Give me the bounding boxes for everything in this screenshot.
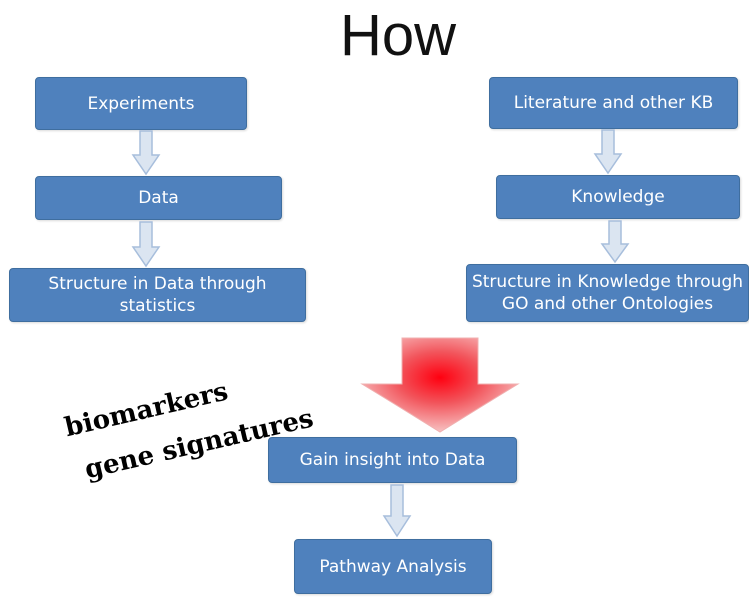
knowledge-label: Knowledge bbox=[571, 187, 665, 207]
knowledge-box: Knowledge bbox=[496, 175, 740, 219]
experiments-label: Experiments bbox=[87, 93, 195, 114]
down-arrow-icon bbox=[382, 484, 412, 538]
literature-label: Literature and other KB bbox=[513, 93, 714, 113]
pathway-box: Pathway Analysis bbox=[294, 539, 492, 594]
data-label: Data bbox=[138, 188, 179, 208]
down-arrow-icon bbox=[600, 220, 630, 264]
data-structure-label: Structure in Data through statistics bbox=[48, 274, 267, 316]
pathway-label: Pathway Analysis bbox=[319, 556, 467, 577]
knowledge-structure-box: Structure in Knowledge through GO and ot… bbox=[466, 264, 749, 322]
literature-box: Literature and other KB bbox=[489, 77, 738, 129]
down-arrow-icon bbox=[131, 221, 161, 268]
page-title: How bbox=[339, 3, 457, 68]
experiments-box: Experiments bbox=[35, 77, 247, 130]
down-arrow-icon bbox=[593, 129, 623, 175]
data-box: Data bbox=[35, 176, 282, 220]
insight-box: Gain insight into Data bbox=[268, 437, 517, 483]
down-arrow-icon bbox=[131, 130, 161, 176]
knowledge-structure-label: Structure in Knowledge through GO and ot… bbox=[471, 272, 744, 314]
insight-label: Gain insight into Data bbox=[299, 450, 486, 470]
big-red-down-arrow-icon bbox=[360, 337, 520, 433]
data-structure-box: Structure in Data through statistics bbox=[9, 268, 306, 322]
